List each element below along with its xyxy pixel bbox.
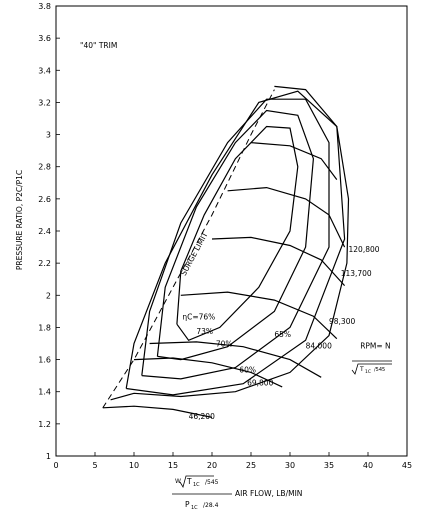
efficiency-island (141, 98, 330, 380)
speed-line (133, 357, 283, 388)
curve-label: 70% (216, 340, 233, 349)
y-axis-label: PRESSURE RATIO, P2C/P1C (15, 170, 24, 270)
curve-label: ηC=76% (182, 312, 215, 321)
speed-line (227, 186, 346, 248)
curve-label: 120,800 (349, 245, 380, 254)
y-tick-label: 2 (46, 291, 51, 300)
curve-label: 60% (239, 365, 256, 374)
y-tick-label: 1.8 (38, 323, 51, 332)
y-tick-label: 2.4 (38, 227, 51, 236)
y-tick-label: 2.8 (38, 163, 51, 172)
speed-line (180, 291, 338, 340)
y-tick-label: 3.4 (38, 66, 51, 75)
curve-label: 98,300 (329, 317, 355, 326)
speed-line (211, 236, 346, 287)
x-tick-label: 30 (285, 461, 295, 470)
curve-label: 65% (274, 330, 291, 339)
x-tick-label: 10 (129, 461, 139, 470)
y-tick-label: 1.2 (38, 420, 51, 429)
y-tick-label: 3.2 (38, 98, 51, 107)
plot-frame (55, 5, 408, 457)
rpm-formula: T 1C /545 (351, 360, 392, 375)
curve-label: 69,800 (247, 378, 273, 387)
y-tick-label: 3 (46, 131, 51, 140)
svg-text:W: W (175, 478, 181, 485)
x-tick-label: 20 (207, 461, 217, 470)
y-tick-label: 2.6 (38, 195, 51, 204)
plot-area-border (55, 5, 408, 457)
x-tick-label: 40 (363, 461, 373, 470)
axis-ticks: 0 5 10 15 20 25 30 35 40 45 1 1.2 1.4 1.6 1.8 2 2.2 2.4 2.… (38, 2, 412, 470)
x-tick-label: 15 (168, 461, 178, 470)
efficiency-island (110, 85, 350, 401)
efficiency-island (125, 90, 346, 396)
svg-text:/545: /545 (374, 367, 385, 373)
trim-annotation: "40" TRIM (80, 41, 117, 50)
x-tick-label: 35 (324, 461, 334, 470)
svg-text:/545: /545 (205, 479, 219, 486)
x-tick-label: 5 (92, 461, 97, 470)
surge-limit-line (102, 89, 275, 409)
svg-text:T: T (359, 366, 364, 373)
speed-line (102, 405, 213, 418)
svg-text:/28.4: /28.4 (203, 502, 219, 509)
y-tick-label: 3.8 (38, 2, 51, 11)
svg-text:1C: 1C (365, 369, 371, 375)
y-tick-label: 3.6 (38, 34, 51, 43)
curve-label: 84,000 (306, 341, 332, 350)
svg-text:T: T (186, 477, 192, 486)
curve-label: 73% (196, 327, 213, 336)
curve-label: RPM= N (360, 341, 390, 350)
x-axis-label: W T 1C /545 P 1C /28.4 AIR FLOW, LB/MIN (172, 475, 302, 511)
y-tick-label: 2.2 (38, 259, 51, 268)
efficiency-island (176, 125, 299, 342)
svg-text:AIR FLOW, LB/MIN: AIR FLOW, LB/MIN (235, 489, 302, 498)
svg-text:1C: 1C (191, 505, 198, 511)
x-tick-label: 0 (53, 461, 58, 470)
y-tick-label: 1 (46, 452, 51, 461)
y-tick-label: 1.4 (38, 388, 51, 397)
y-tick-label: 1.6 (38, 356, 51, 365)
curve-label: 46,200 (189, 412, 215, 421)
x-tick-label: 45 (402, 461, 412, 470)
curve-label: 113,700 (341, 269, 372, 278)
efficiency-island (156, 109, 315, 361)
curve-labels: SURGE LIMITηC=76%73%70%65%60%84,00069,80… (179, 230, 391, 421)
chart-curves (102, 85, 350, 418)
svg-text:1C: 1C (193, 482, 200, 488)
speed-line (149, 341, 322, 378)
x-tick-label: 25 (246, 461, 256, 470)
svg-text:P: P (185, 500, 190, 509)
